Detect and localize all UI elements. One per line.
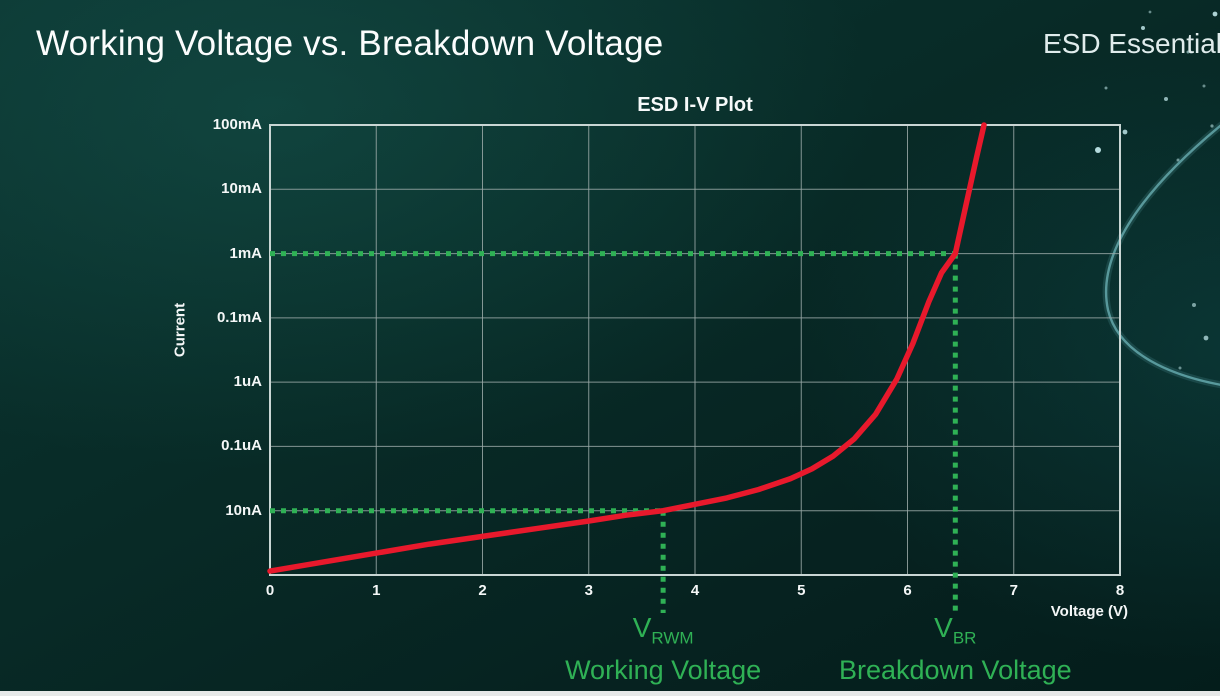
plot-area bbox=[267, 122, 1121, 613]
vbr-symbol: VBR bbox=[934, 612, 977, 648]
x-tick-label: 6 bbox=[903, 582, 912, 599]
x-tick-label: 7 bbox=[1009, 582, 1018, 599]
x-tick-label: 0 bbox=[265, 582, 275, 599]
x-tick-label: 2 bbox=[478, 582, 487, 599]
swoosh-curve bbox=[1102, 121, 1220, 389]
vbr-label: Breakdown Voltage bbox=[838, 654, 1072, 685]
chart-title: ESD I-V Plot bbox=[637, 94, 753, 116]
vrwm-label: Working Voltage bbox=[565, 654, 762, 685]
vrwm-symbol: VRWM bbox=[632, 612, 694, 648]
y-axis-ticks: 100mA 10mA 1mA 0.1mA 1uA 0.1uA 10nA bbox=[140, 0, 262, 696]
y-tick-label: 100mA bbox=[212, 116, 262, 133]
x-tick-label: 8 bbox=[1115, 582, 1125, 599]
y-tick-label: 0.1uA bbox=[221, 437, 262, 455]
x-axis-label: Voltage (V) bbox=[1050, 603, 1128, 620]
working-voltage-annotation: VRWM Working Voltage bbox=[565, 613, 761, 685]
y-tick-label: 1uA bbox=[233, 373, 262, 391]
x-tick-label: 4 bbox=[690, 582, 700, 599]
x-tick-label: 1 bbox=[372, 582, 381, 599]
y-tick-label: 0.1mA bbox=[216, 308, 262, 326]
y-tick-label: 10nA bbox=[225, 501, 262, 519]
x-tick-label: 5 bbox=[797, 582, 806, 599]
slide-title: Working Voltage vs. Breakdown Voltage bbox=[36, 24, 664, 63]
breakdown-voltage-annotation: VBR Breakdown Voltage bbox=[839, 613, 1072, 685]
y-tick-label: 10mA bbox=[221, 180, 262, 198]
x-tick-label: 3 bbox=[584, 582, 593, 599]
slide-bottom-edge bbox=[0, 691, 1220, 696]
y-axis-label: Current bbox=[171, 302, 189, 358]
brand-logo: ESD Essential bbox=[1043, 28, 1220, 59]
y-tick-label: 1mA bbox=[229, 244, 262, 262]
